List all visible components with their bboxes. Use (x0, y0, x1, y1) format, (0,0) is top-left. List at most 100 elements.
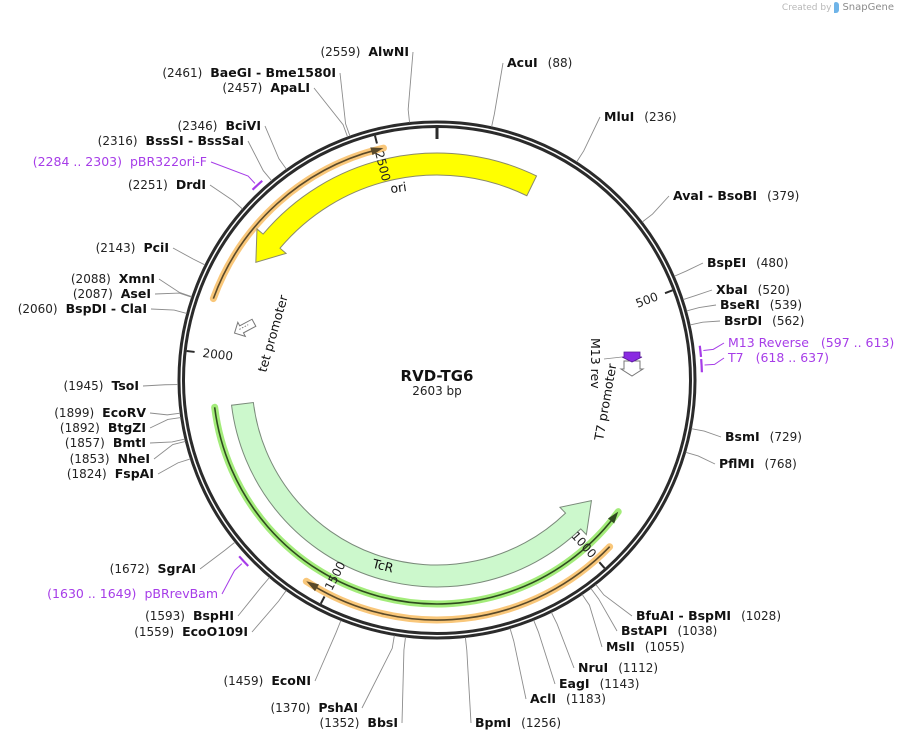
site-name: PshAI (318, 700, 358, 715)
site-label[interactable]: BstAPI (1038) (621, 623, 717, 638)
site-label[interactable]: (1352) BbsI (320, 715, 398, 730)
primer-label[interactable]: T7 (618 .. 637) (727, 350, 829, 365)
site-label[interactable]: BseRI (539) (720, 297, 802, 312)
plasmid-length: 2603 bp (412, 384, 462, 398)
restriction-site[interactable]: EagI (1143) (533, 620, 640, 691)
restriction-site[interactable]: BfuAI - BspMI (1028) (595, 584, 781, 623)
restriction-site[interactable]: (2087) AseI (73, 286, 192, 301)
restriction-site[interactable]: (1559) EcoO109I (134, 590, 287, 639)
restriction-site[interactable]: (1593) BspHI (145, 577, 270, 623)
primer-annotation[interactable]: M13 Reverse (597 .. 613) (698, 335, 895, 358)
site-label[interactable]: AcuI (88) (507, 55, 572, 70)
restriction-site[interactable]: BsmI (729) (691, 428, 802, 444)
site-label[interactable]: MluI (236) (604, 109, 677, 124)
restriction-site[interactable]: (1352) BbsI (320, 637, 406, 730)
site-label[interactable]: (1945) TsoI (64, 378, 139, 393)
restriction-site[interactable]: (2143) PciI (96, 240, 206, 266)
primer-label[interactable]: (1630 .. 1649) pBRrevBam (47, 586, 218, 601)
tick-mark (186, 350, 195, 353)
site-leader-line (251, 590, 287, 633)
ori-feature-arrow (255, 152, 538, 264)
restriction-site[interactable]: (2088) XmnI (71, 271, 192, 298)
site-label[interactable]: (2251) DrdI (128, 177, 206, 192)
restriction-site[interactable]: (2346) BciVI (178, 118, 287, 170)
site-label[interactable]: (1824) FspAI (67, 466, 154, 481)
site-label[interactable]: (1857) BmtI (65, 435, 146, 450)
restriction-site[interactable]: (1853) NheI (70, 441, 186, 466)
site-label[interactable]: BpmI (1256) (475, 715, 561, 730)
restriction-site[interactable]: (1824) FspAI (67, 458, 191, 481)
restriction-site[interactable]: (2457) ApaLI (222, 80, 349, 138)
restriction-site[interactable]: XbaI (520) (683, 282, 790, 301)
site-label[interactable]: (2457) ApaLI (222, 80, 310, 95)
restriction-site[interactable]: (2060) BspDI - ClaI (18, 301, 187, 316)
site-label[interactable]: AvaI - BsoBI (379) (673, 188, 799, 203)
site-position: (1256) (521, 716, 561, 730)
site-label[interactable]: (1459) EcoNI (223, 673, 311, 688)
restriction-site[interactable]: (1945) TsoI (64, 378, 179, 393)
site-label[interactable]: (2346) BciVI (178, 118, 261, 133)
restriction-site[interactable]: AclI (1183) (509, 628, 606, 706)
restriction-site[interactable]: (1459) EcoNI (223, 620, 342, 688)
site-label[interactable]: (1559) EcoO109I (134, 624, 248, 639)
orange-lower-arrowhead-icon (306, 581, 319, 592)
site-position: (2559) (320, 45, 360, 59)
site-label[interactable]: AclI (1183) (530, 691, 606, 706)
restriction-site[interactable]: (2559) AlwNI (320, 44, 414, 123)
primer-annotation[interactable]: T7 (618 .. 637) (700, 350, 829, 373)
restriction-site[interactable]: (1892) BtgZI (60, 417, 181, 435)
site-label[interactable]: EagI (1143) (559, 676, 639, 691)
site-label[interactable]: NruI (1112) (578, 660, 658, 675)
site-label[interactable]: MslI (1055) (606, 639, 685, 654)
site-position: (1112) (618, 661, 658, 675)
site-name: AcuI (507, 55, 538, 70)
site-label[interactable]: (1593) BspHI (145, 608, 234, 623)
site-label[interactable]: (1853) NheI (70, 451, 150, 466)
primer-label[interactable]: (2284 .. 2303) pBR322ori-F (33, 154, 207, 169)
restriction-site[interactable]: PflMI (768) (685, 451, 797, 471)
site-label[interactable]: (2060) BspDI - ClaI (18, 301, 147, 316)
primer-annotation[interactable]: (1630 .. 1649) pBRrevBam (47, 555, 249, 601)
site-label[interactable]: (1892) BtgZI (60, 420, 146, 435)
site-label[interactable]: BsmI (729) (725, 429, 802, 444)
restriction-site[interactable]: BsrDI (562) (689, 313, 804, 328)
restriction-site[interactable]: (1899) EcoRV (54, 405, 181, 420)
restriction-site[interactable]: (1672) SgrAI (110, 541, 236, 576)
restriction-site[interactable]: BseRI (539) (686, 297, 802, 312)
site-label[interactable]: (1672) SgrAI (110, 561, 196, 576)
primer-label[interactable]: M13 Reverse (597 .. 613) (728, 335, 894, 350)
site-label[interactable]: (2461) BaeGI - Bme1580I (162, 65, 336, 80)
site-position: (1857) (65, 436, 105, 450)
site-leader-line (237, 577, 270, 617)
site-label[interactable]: (1370) PshAI (270, 700, 358, 715)
restriction-site[interactable]: NruI (1112) (550, 612, 658, 675)
site-position: (1899) (54, 406, 94, 420)
site-label[interactable]: (2088) XmnI (71, 271, 155, 286)
site-position: (2346) (178, 119, 218, 133)
restriction-site[interactable]: AcuI (88) (491, 55, 573, 127)
site-label[interactable]: BfuAI - BspMI (1028) (636, 608, 781, 623)
restriction-site[interactable]: BspEI (480) (674, 255, 788, 277)
restriction-site[interactable]: (2251) DrdI (128, 177, 243, 210)
restriction-site[interactable]: MslI (1055) (581, 594, 685, 654)
restriction-site[interactable]: MluI (236) (576, 109, 677, 163)
restriction-site[interactable]: (1857) BmtI (65, 435, 185, 450)
site-name: BspDI - ClaI (66, 301, 147, 316)
site-label[interactable]: (2559) AlwNI (320, 44, 409, 59)
restriction-site[interactable]: AvaI - BsoBI (379) (641, 188, 799, 223)
primer-annotation[interactable]: (2284 .. 2303) pBR322ori-F (33, 154, 263, 191)
site-label[interactable]: BsrDI (562) (724, 313, 804, 328)
site-label[interactable]: BspEI (480) (707, 255, 788, 270)
site-label[interactable]: (2143) PciI (96, 240, 169, 255)
restriction-site[interactable]: BpmI (1256) (464, 637, 561, 730)
site-label[interactable]: XbaI (520) (716, 282, 790, 297)
site-label[interactable]: (1899) EcoRV (54, 405, 146, 420)
site-label[interactable]: (2316) BssSI - BssSaI (98, 133, 244, 148)
primer-range: (2284 .. 2303) (33, 154, 122, 169)
restriction-site[interactable]: (2461) BaeGI - Bme1580I (162, 65, 351, 137)
site-label[interactable]: (2087) AseI (73, 286, 151, 301)
site-label[interactable]: PflMI (768) (719, 456, 797, 471)
restriction-site[interactable]: (1370) PshAI (270, 635, 395, 715)
restriction-site[interactable]: (2316) BssSI - BssSaI (98, 133, 272, 181)
restriction-site[interactable]: BstAPI (1038) (590, 588, 717, 638)
